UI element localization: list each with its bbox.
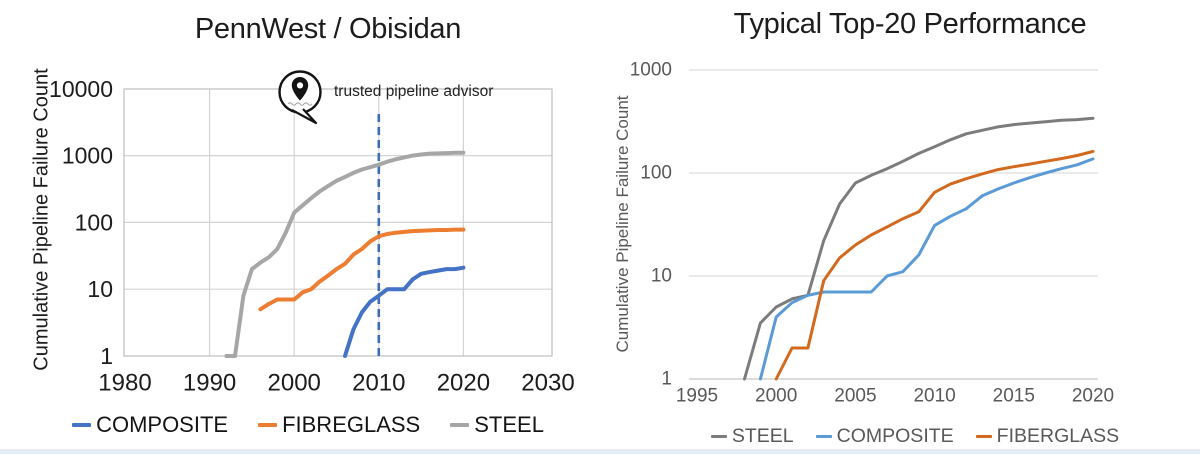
- left-chart-title: PennWest / Obisidan: [194, 13, 462, 45]
- x-tick-label: 2015: [993, 386, 1035, 407]
- wave-line: [287, 102, 313, 106]
- y-tick-label: 100: [640, 163, 672, 184]
- y-tick-label: 1000: [630, 60, 672, 81]
- steel-line: [224, 150, 466, 358]
- fibreglass-legend-dash: [258, 423, 278, 427]
- composite-legend-dash: [72, 423, 92, 427]
- steel-line: [743, 116, 1095, 381]
- legend-item-composite: COMPOSITE: [72, 412, 228, 438]
- composite-legend-dash: [815, 435, 832, 438]
- speech-bubble-pin-icon: [278, 70, 322, 125]
- x-tick-label: 2030: [521, 370, 574, 397]
- left-legend: COMPOSITE FIBREGLASS STEEL: [72, 412, 544, 438]
- x-tick-label: 2000: [268, 370, 321, 397]
- y-tick-label: 10: [651, 266, 672, 287]
- footer-strip: [0, 449, 1200, 454]
- x-tick-label: 1990: [183, 370, 236, 397]
- right-chart-title: Typical Top-20 Performance: [733, 8, 1087, 40]
- left-y-axis-label: Cumulative Pipeline Failure Count: [30, 68, 53, 371]
- y-tick-label: 1: [100, 343, 113, 369]
- x-tick-label: 1980: [98, 370, 151, 397]
- fiberglass-legend-dash: [975, 435, 992, 438]
- fiberglass-line: [774, 149, 1095, 381]
- composite-line: [343, 265, 466, 358]
- advisor-logo-text: trusted pipeline advisor: [334, 83, 494, 100]
- legend-label: STEEL: [474, 412, 544, 437]
- y-tick-label: 10: [87, 276, 113, 302]
- legend-label: FIBERGLASS: [996, 425, 1120, 447]
- x-tick-label: 2020: [437, 370, 490, 397]
- x-tick-label: 2010: [352, 370, 405, 397]
- steel-legend-dash: [710, 435, 727, 438]
- x-tick-label: 2020: [1072, 386, 1114, 407]
- plot-border: [123, 88, 553, 357]
- advisor-logo: trusted pipeline advisor: [273, 62, 503, 126]
- legend-label: STEEL: [731, 425, 794, 447]
- y-tick-label: 10000: [49, 76, 113, 102]
- legend-item-fiberglass: FIBERGLASS: [975, 425, 1120, 448]
- right-y-axis-label: Cumulative Pipeline Failure Count: [613, 95, 632, 353]
- x-tick-label: 1995: [676, 386, 718, 407]
- composite-line: [758, 157, 1095, 381]
- y-tick-label: 100: [75, 209, 113, 235]
- legend-item-fibreglass: FIBREGLASS: [258, 412, 420, 438]
- pin-hole: [296, 82, 304, 89]
- x-tick-label: 2010: [913, 386, 955, 407]
- speech-bubble-tail: [291, 108, 318, 125]
- legend-item-steel: STEEL: [710, 425, 794, 448]
- legend-label: FIBREGLASS: [282, 412, 421, 437]
- x-tick-label: 2000: [755, 386, 797, 407]
- legend-item-steel: STEEL: [450, 412, 544, 438]
- y-tick-label: 1000: [62, 143, 113, 169]
- location-pin-icon: [291, 77, 309, 101]
- legend-label: COMPOSITE: [836, 425, 954, 447]
- x-tick-label: 2005: [834, 386, 876, 407]
- fibreglass-line: [258, 227, 466, 312]
- steel-legend-dash: [450, 423, 470, 427]
- legend-item-composite: COMPOSITE: [815, 425, 954, 448]
- y-tick-label: 1: [661, 369, 672, 390]
- legend-label: COMPOSITE: [96, 412, 229, 437]
- right-legend: STEEL COMPOSITE FIBERGLASS: [710, 425, 1120, 448]
